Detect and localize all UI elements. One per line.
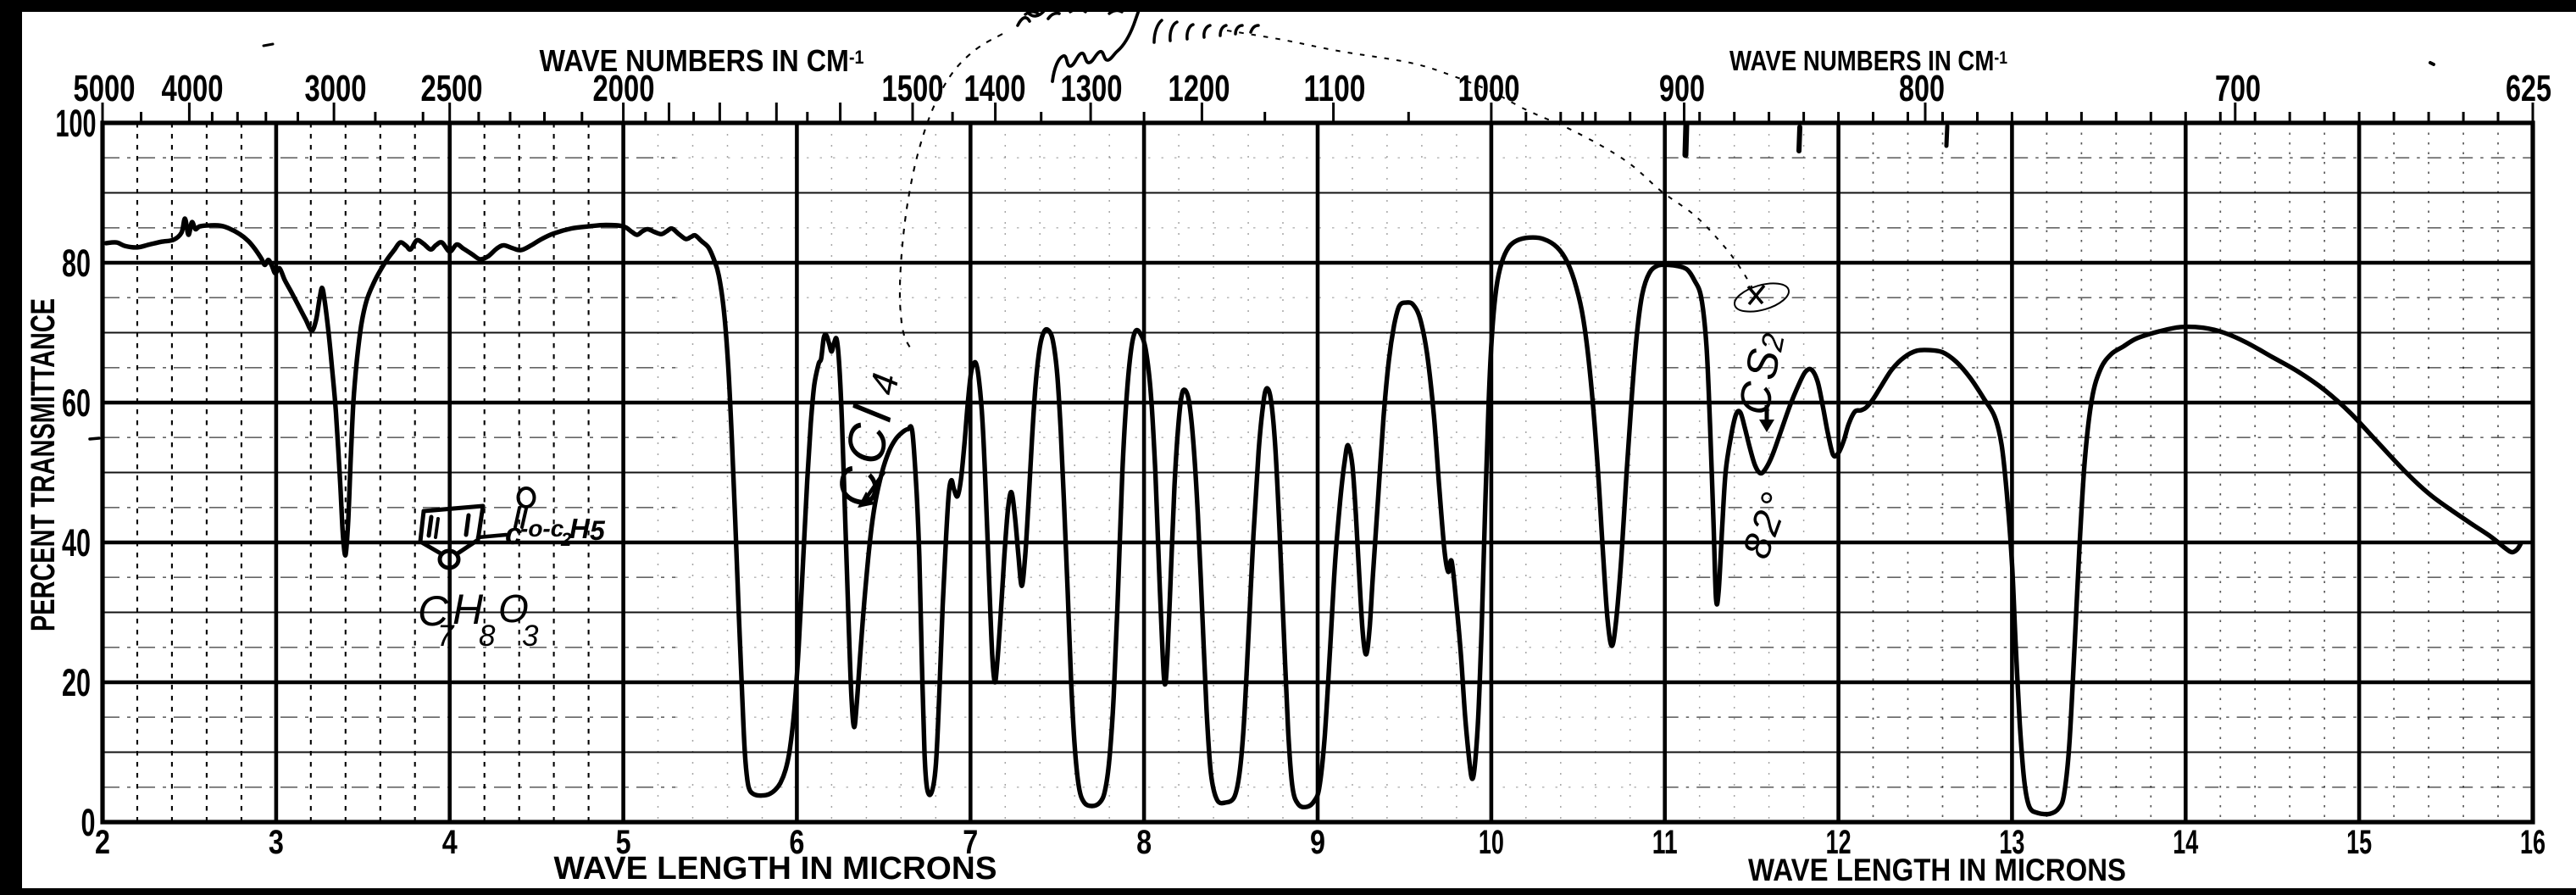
svg-text:625: 625 bbox=[2506, 68, 2551, 109]
svg-text:2000: 2000 bbox=[593, 68, 655, 109]
svg-text:80: 80 bbox=[62, 242, 91, 285]
svg-text:4000: 4000 bbox=[162, 68, 224, 109]
svg-text:14: 14 bbox=[2173, 824, 2199, 861]
svg-text:11: 11 bbox=[1652, 824, 1678, 861]
svg-text:700: 700 bbox=[2215, 68, 2261, 109]
svg-text:100: 100 bbox=[56, 102, 97, 145]
svg-text:H: H bbox=[569, 513, 591, 544]
svg-text:WAVE LENGTH IN MICRONS: WAVE LENGTH IN MICRONS bbox=[1748, 853, 2126, 887]
svg-text:2500: 2500 bbox=[421, 68, 483, 109]
svg-text:1100: 1100 bbox=[1304, 68, 1366, 109]
svg-text:C: C bbox=[418, 587, 449, 635]
svg-text:PERCENT TRANSMITTANCE: PERCENT TRANSMITTANCE bbox=[25, 298, 62, 631]
svg-text:60: 60 bbox=[62, 381, 91, 425]
svg-text:5000: 5000 bbox=[74, 68, 136, 109]
svg-text:8: 8 bbox=[1136, 824, 1152, 861]
svg-text:-o-c: -o-c bbox=[520, 515, 564, 542]
svg-text:10: 10 bbox=[1479, 824, 1504, 861]
svg-text:WAVE NUMBERS IN CM-1: WAVE NUMBERS IN CM-1 bbox=[1729, 45, 2007, 76]
svg-text:800: 800 bbox=[1899, 68, 1945, 109]
svg-text:15: 15 bbox=[2346, 824, 2372, 861]
svg-text:12: 12 bbox=[1826, 824, 1852, 861]
svg-text:WAVE NUMBERS IN CM-1: WAVE NUMBERS IN CM-1 bbox=[540, 43, 864, 78]
svg-text:H: H bbox=[452, 586, 484, 633]
svg-text:1000: 1000 bbox=[1458, 68, 1520, 109]
svg-text:40: 40 bbox=[62, 521, 91, 564]
svg-text:1300: 1300 bbox=[1061, 68, 1123, 109]
svg-text:5: 5 bbox=[616, 824, 631, 861]
svg-text:WAVE LENGTH IN MICRONS: WAVE LENGTH IN MICRONS bbox=[554, 851, 997, 887]
svg-text:7: 7 bbox=[963, 824, 978, 861]
svg-text:2: 2 bbox=[560, 529, 572, 550]
svg-text:6: 6 bbox=[789, 824, 804, 861]
svg-text:5: 5 bbox=[590, 515, 606, 546]
svg-text:3000: 3000 bbox=[305, 68, 367, 109]
svg-text:3: 3 bbox=[269, 824, 284, 861]
svg-text:7: 7 bbox=[437, 620, 455, 653]
svg-text:8: 8 bbox=[479, 620, 496, 653]
svg-text:900: 900 bbox=[1659, 68, 1705, 109]
svg-text:20: 20 bbox=[62, 661, 91, 704]
svg-text:1200: 1200 bbox=[1169, 68, 1230, 109]
svg-text:4: 4 bbox=[442, 824, 458, 861]
svg-text:c: c bbox=[505, 516, 522, 551]
svg-text:2: 2 bbox=[95, 824, 110, 861]
svg-text:1400: 1400 bbox=[964, 68, 1026, 109]
svg-text:1500: 1500 bbox=[882, 68, 944, 109]
svg-text:O: O bbox=[498, 586, 529, 631]
svg-text:3: 3 bbox=[522, 620, 539, 653]
svg-text:0: 0 bbox=[81, 801, 96, 844]
svg-text:13: 13 bbox=[1999, 824, 2024, 861]
svg-text:9: 9 bbox=[1310, 824, 1325, 861]
svg-text:16: 16 bbox=[2520, 824, 2545, 861]
